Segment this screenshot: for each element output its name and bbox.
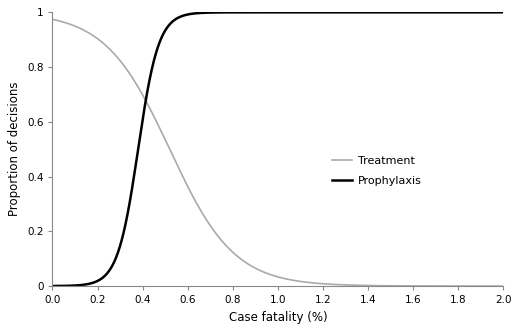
- Prophylaxis: [487, 10, 493, 14]
- Prophylaxis: [405, 10, 411, 14]
- Treatment: [487, 284, 493, 288]
- Treatment: [269, 273, 275, 277]
- Treatment: [405, 284, 411, 288]
- Treatment: [500, 284, 506, 288]
- Prophylaxis: [269, 10, 275, 14]
- Treatment: [487, 284, 493, 288]
- Treatment: [49, 17, 56, 21]
- Prophylaxis: [49, 284, 56, 288]
- Line: Prophylaxis: Prophylaxis: [53, 12, 503, 286]
- Prophylaxis: [500, 10, 506, 14]
- Prophylaxis: [72, 284, 79, 288]
- Prophylaxis: [257, 10, 263, 14]
- Y-axis label: Proportion of decisions: Proportion of decisions: [8, 82, 21, 216]
- Treatment: [257, 268, 263, 272]
- Line: Treatment: Treatment: [53, 19, 503, 286]
- Treatment: [72, 24, 79, 28]
- Prophylaxis: [487, 10, 493, 14]
- Legend: Treatment, Prophylaxis: Treatment, Prophylaxis: [328, 152, 426, 191]
- X-axis label: Case fatality (%): Case fatality (%): [229, 311, 327, 324]
